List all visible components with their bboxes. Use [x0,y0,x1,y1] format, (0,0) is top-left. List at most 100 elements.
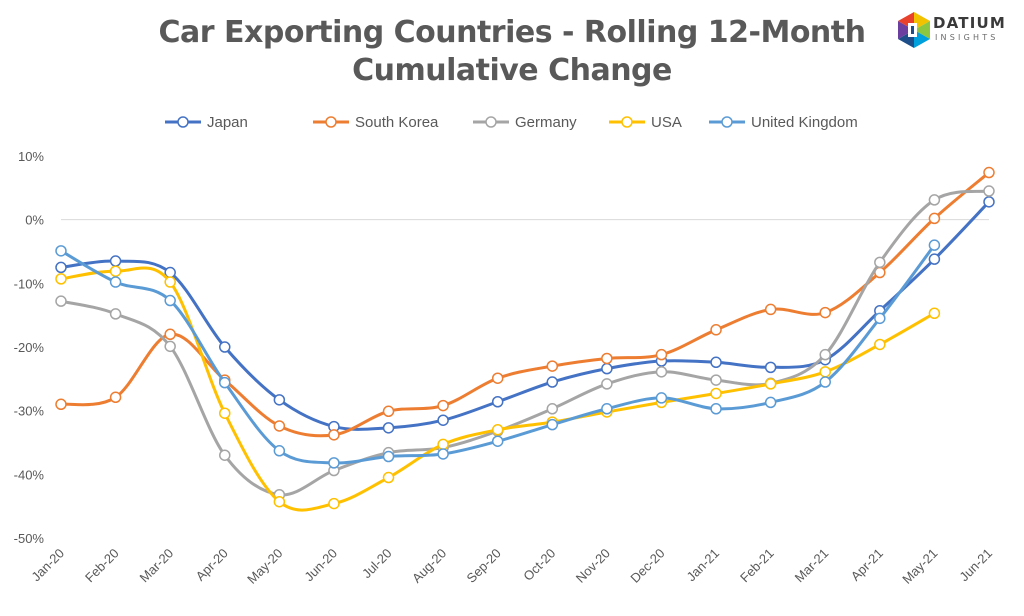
data-point-usa [437,438,449,451]
data-point-germany [819,348,831,361]
data-point-germany [874,256,886,269]
legend-item-united-kingdom: United Kingdom [709,114,858,131]
legend: Japan South Korea Germany USA United Kingdom [165,114,858,131]
data-point-germany [55,295,67,307]
data-point-germany [546,403,559,415]
data-point-south-korea [819,306,831,319]
data-point-japan [55,261,67,274]
x-tick-label: May-21 [899,546,940,587]
data-point-usa [710,387,722,400]
legend-item-japan: Japan [165,114,248,131]
data-point-germany [710,374,722,386]
x-tick-label: Jun-20 [301,546,340,585]
data-point-germany [109,308,122,320]
logo-subtitle: INSIGHTS [935,33,999,42]
y-axis: -50% -40% -30% -20% -10% 0% 10% [14,149,45,546]
data-point-united-kingdom [546,418,559,431]
data-point-south-korea [55,398,67,411]
x-tick-label: Sep-20 [464,546,504,586]
data-point-japan [219,341,231,353]
data-point-germany [655,366,668,378]
data-point-japan [928,253,941,265]
data-point-usa [819,366,831,378]
y-tick-label: -30% [14,404,45,419]
chart-title-line-1: Car Exporting Countries - Rolling 12-Mon… [158,15,866,50]
x-tick-label: Jan-20 [28,546,67,585]
series-united-kingdom [55,239,941,469]
data-point-united-kingdom [928,239,941,251]
x-tick-label: Oct-20 [520,546,558,584]
series-japan [55,196,995,434]
data-point-united-kingdom [164,294,176,307]
data-point-usa [928,307,941,320]
data-point-united-kingdom [710,403,722,415]
legend-item-south-korea: South Korea [313,114,439,131]
datium-logo: DATIUM INSIGHTS [897,11,1012,51]
data-point-germany [928,194,941,206]
data-point-usa [219,407,231,419]
legend-swatch-marker [177,116,189,128]
y-tick-label: 10% [18,149,44,164]
legend-swatch-marker [621,116,633,128]
data-point-usa [273,495,286,508]
x-tick-label: Feb-21 [737,546,777,586]
x-tick-label: Apr-20 [193,546,231,584]
series-usa [55,265,941,512]
data-point-japan [109,255,122,267]
data-point-south-korea [109,391,122,404]
data-point-south-korea [710,324,722,336]
data-point-united-kingdom [55,245,67,257]
data-point-usa [328,497,340,510]
data-point-south-korea [983,166,995,179]
legend-swatch-marker [325,116,337,128]
data-point-japan [601,362,613,375]
series-line-south-korea [59,171,991,438]
data-point-united-kingdom [328,457,340,469]
series-group [55,166,995,512]
legend-label: South Korea [355,114,439,131]
x-tick-label: May-20 [244,546,285,587]
logo-wordmark: DATIUM [933,14,1007,32]
data-point-united-kingdom [601,403,613,415]
x-tick-label: Mar-20 [137,546,177,586]
datium-logo-icon [898,12,930,48]
series-line-usa [59,266,936,512]
legend-label: United Kingdom [751,114,858,131]
data-point-south-korea [601,352,613,365]
data-point-south-korea [273,420,286,432]
data-point-japan [983,196,995,208]
legend-swatch-marker [485,116,497,128]
legend-label: Japan [207,114,248,131]
data-point-south-korea [655,348,668,361]
data-point-japan [710,356,722,369]
data-point-united-kingdom [491,435,504,447]
data-point-united-kingdom [219,376,231,389]
data-point-germany [164,340,176,353]
chart-title-line-2: Cumulative Change [352,53,672,88]
x-tick-label: Feb-20 [82,546,122,586]
data-point-usa [764,378,777,390]
data-point-usa [491,424,504,436]
legend-label: USA [651,114,682,131]
data-point-united-kingdom [273,445,286,457]
y-tick-label: -40% [14,467,45,482]
data-point-japan [273,394,286,406]
data-point-south-korea [764,303,777,316]
data-point-japan [764,361,777,374]
y-tick-label: 0% [25,213,44,228]
x-tick-label: Mar-21 [792,546,832,586]
data-point-united-kingdom [437,448,449,460]
legend-swatch-marker [721,116,733,128]
data-point-japan [437,414,449,426]
x-tick-label: Jan-21 [683,546,722,585]
data-point-south-korea [382,405,395,418]
data-point-usa [382,471,395,484]
legend-item-usa: USA [609,114,682,131]
data-point-usa [874,338,886,351]
data-point-united-kingdom [655,392,668,404]
legend-label: Germany [515,114,577,131]
y-tick-label: -20% [14,340,45,355]
data-point-japan [382,422,395,434]
legend-item-germany: Germany [473,114,577,131]
